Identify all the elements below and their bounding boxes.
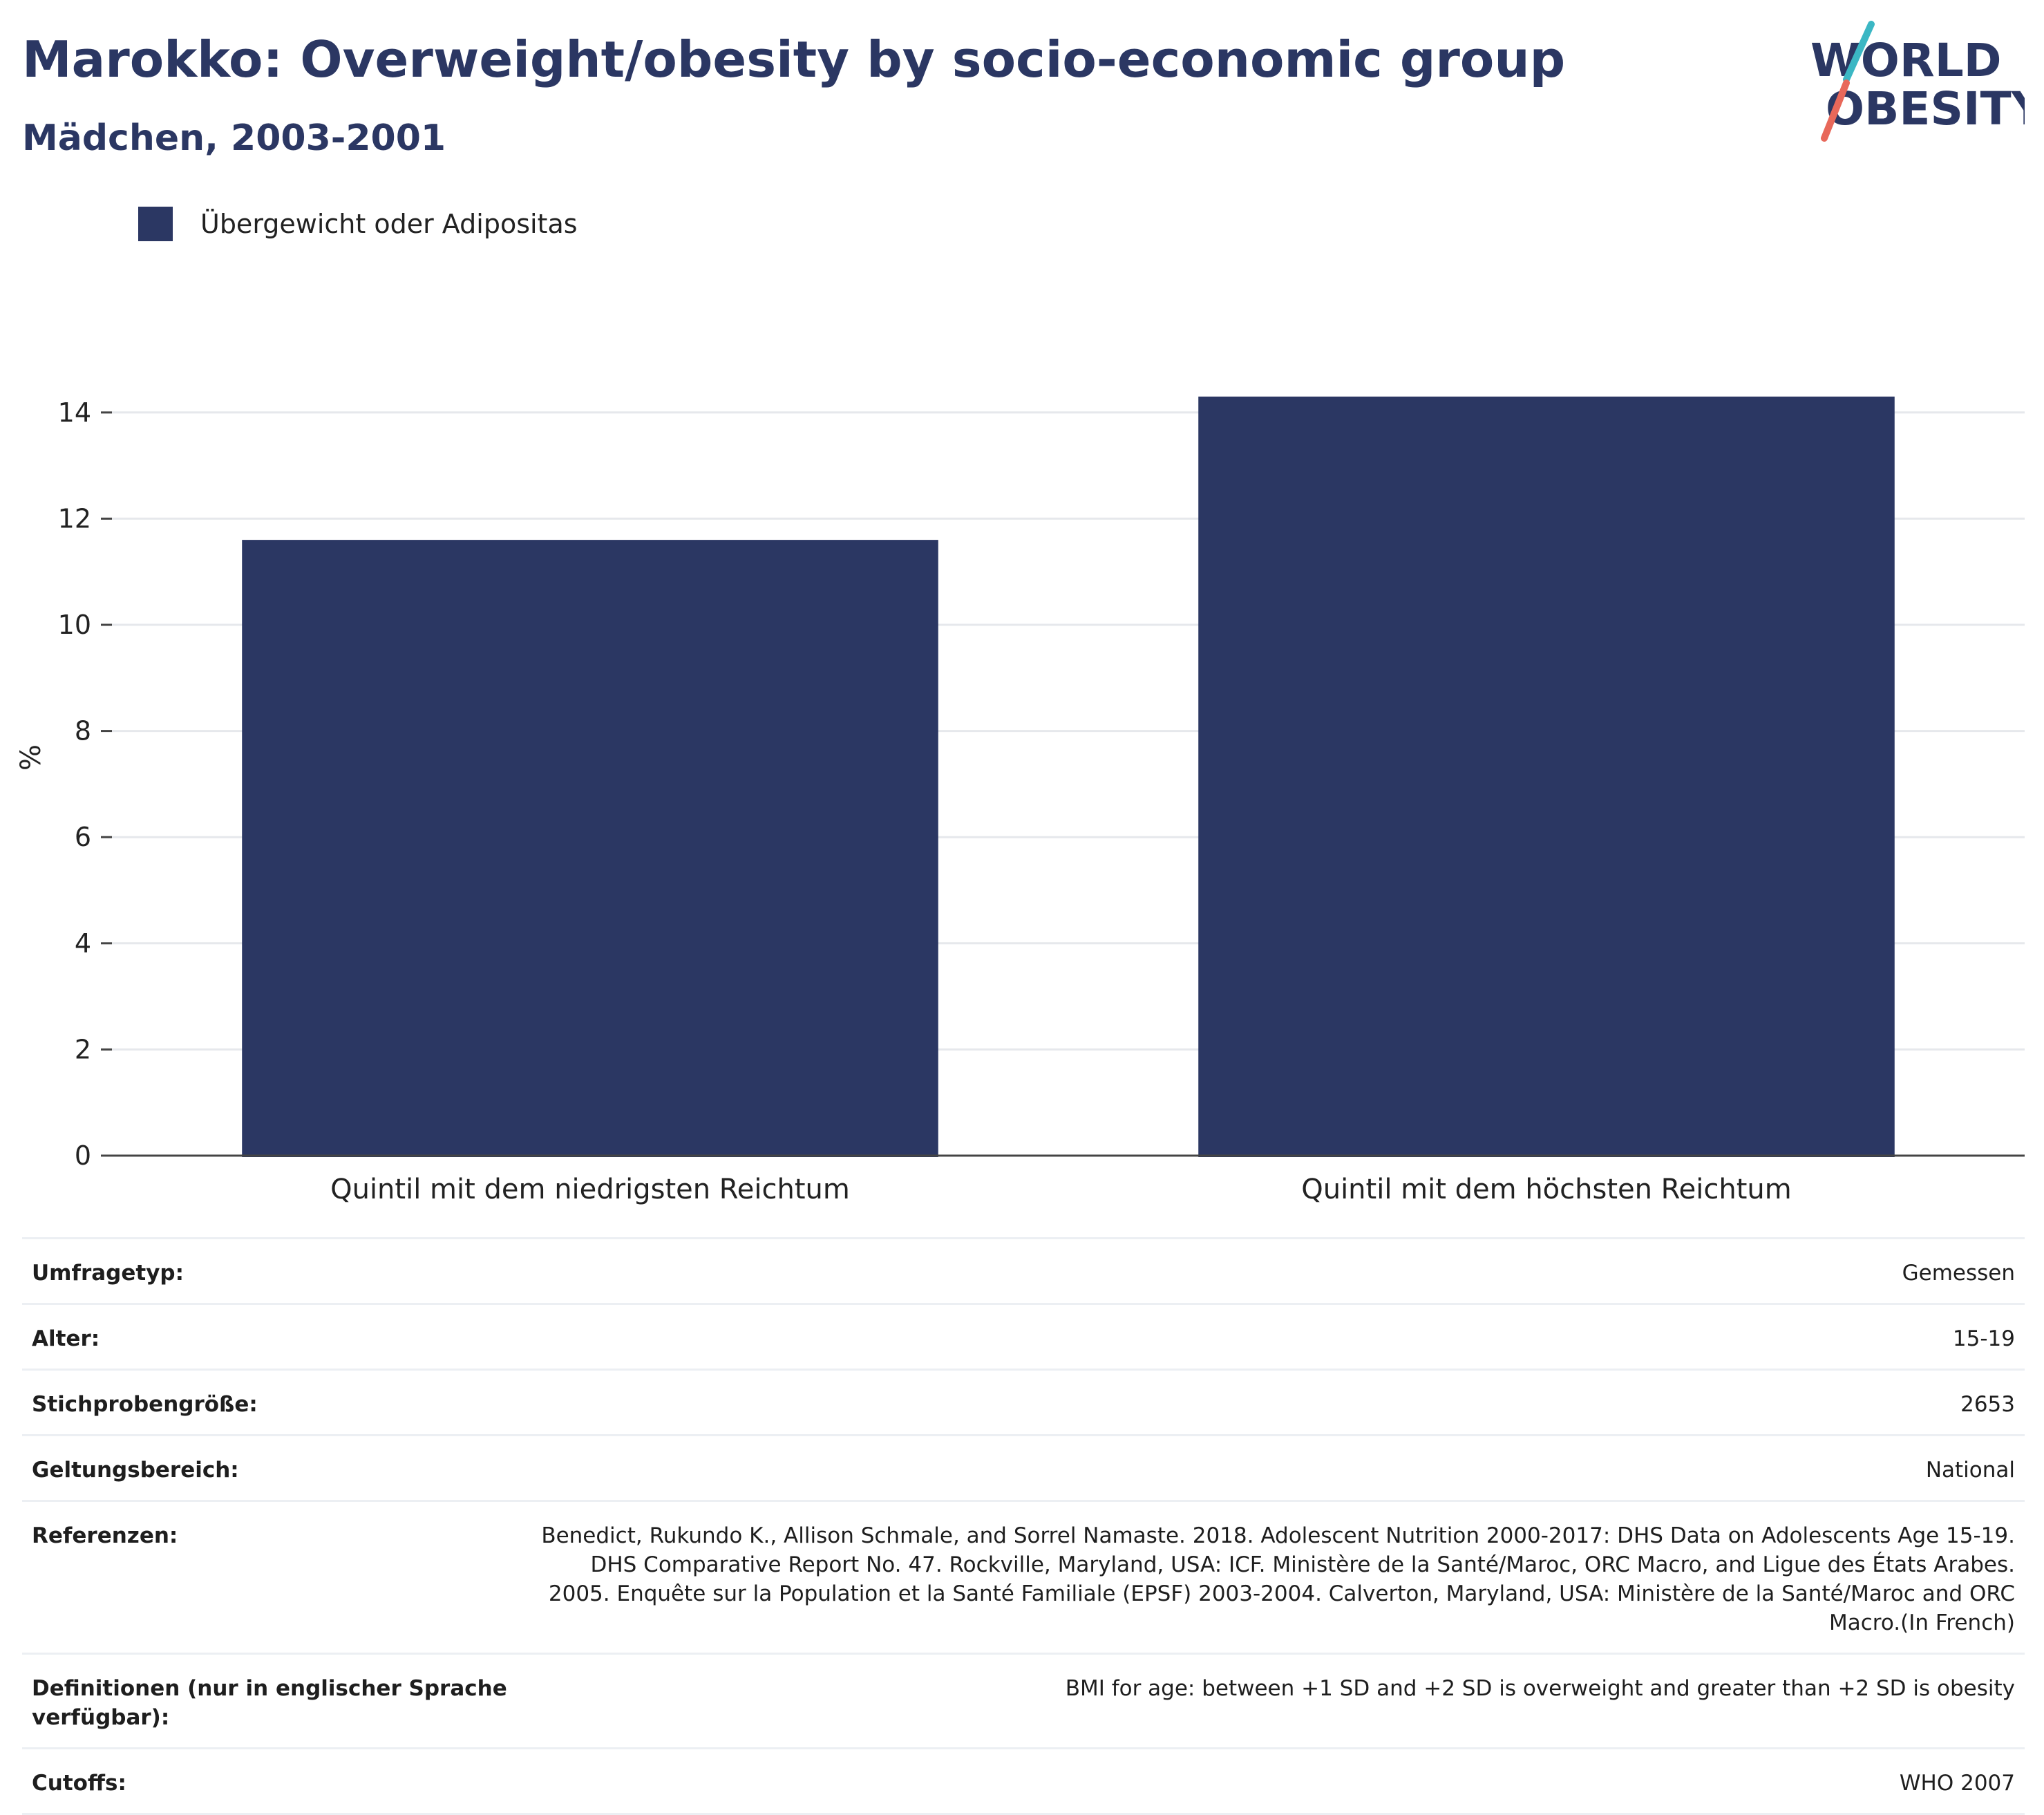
world-obesity-logo[interactable]: WORLD OBESITY bbox=[1810, 21, 2044, 145]
metadata-table: Umfragetyp: Gemessen Alter: 15-19 Stichprobe… bbox=[22, 1237, 2025, 1815]
bars bbox=[242, 396, 1895, 1157]
y-axis-title: % bbox=[15, 744, 47, 771]
x-category-label: Quintil mit dem höchsten Reichtum bbox=[1301, 1174, 1792, 1205]
metadata-value: WHO 2007 bbox=[1899, 1771, 2015, 1796]
y-tick-label: 12 bbox=[58, 503, 91, 534]
y-tick-label: 10 bbox=[58, 610, 91, 640]
bar-chart: 0 2 4 6 8 10 12 14 Quintil mit dem niedrigsten … bbox=[15, 396, 2025, 1205]
x-category-label: Quintil mit dem niedrigsten Reichtum bbox=[330, 1174, 850, 1205]
y-tick-label: 4 bbox=[75, 928, 91, 959]
y-axis-ticks: 0 2 4 6 8 10 12 14 bbox=[58, 397, 112, 1171]
metadata-row: Umfragetyp: Gemessen bbox=[22, 1239, 2025, 1305]
metadata-value: 15-19 bbox=[1952, 1326, 2015, 1351]
metadata-label: Geltungsbereich: bbox=[32, 1458, 239, 1483]
y-tick-label: 6 bbox=[75, 822, 91, 852]
metadata-value: BMI for age: between +1 SD and +2 SD is … bbox=[1065, 1676, 2015, 1701]
metadata-value: National bbox=[1925, 1458, 2015, 1483]
metadata-row: Geltungsbereich: National bbox=[22, 1436, 2025, 1502]
chart-subtitle: Mädchen, 2003-2001 bbox=[22, 117, 446, 159]
y-tick-label: 0 bbox=[75, 1140, 91, 1171]
metadata-row: Alter: 15-19 bbox=[22, 1305, 2025, 1371]
metadata-value: 2653 bbox=[1960, 1392, 2015, 1417]
y-tick-label: 8 bbox=[75, 716, 91, 746]
metadata-label: Stichprobengröße: bbox=[32, 1392, 258, 1417]
chart-title: Marokko: Overweight/obesity by socio-eco… bbox=[22, 30, 1566, 88]
y-tick-label: 14 bbox=[58, 397, 91, 428]
metadata-row: Cutoffs: WHO 2007 bbox=[22, 1749, 2025, 1815]
bar[interactable] bbox=[1198, 396, 1895, 1157]
metadata-label: Umfragetyp: bbox=[32, 1261, 184, 1286]
metadata-row: Definitionen (nur in englischer Sprache … bbox=[22, 1655, 2025, 1749]
legend-swatch bbox=[138, 207, 173, 241]
logo-slash-top bbox=[1843, 21, 1875, 83]
metadata-rows: Umfragetyp: Gemessen Alter: 15-19 Stichprobe… bbox=[22, 1239, 2025, 1815]
logo-slash-bottom bbox=[1821, 79, 1850, 142]
metadata-label: Alter: bbox=[32, 1326, 100, 1351]
metadata-value: Benedict, Rukundo K., Allison Schmale, a… bbox=[541, 1523, 2015, 1635]
legend-label: Übergewicht oder Adipositas bbox=[200, 209, 578, 239]
bar[interactable] bbox=[242, 540, 938, 1157]
metadata-label: Referenzen: bbox=[32, 1523, 178, 1548]
y-tick-label: 2 bbox=[75, 1034, 91, 1064]
metadata-value: Gemessen bbox=[1902, 1261, 2015, 1286]
metadata-row: Referenzen: Benedict, Rukundo K., Allison… bbox=[22, 1502, 2025, 1655]
legend[interactable]: Übergewicht oder Adipositas bbox=[138, 206, 578, 242]
logo-line1: WORLD bbox=[1810, 34, 2002, 87]
world-obesity-logo-graphic: WORLD OBESITY bbox=[1810, 21, 2044, 142]
x-axis-labels: Quintil mit dem niedrigsten Reichtum Quin… bbox=[330, 1174, 1792, 1205]
metadata-row: Stichprobengröße: 2653 bbox=[22, 1371, 2025, 1436]
logo-line2: OBESITY bbox=[1826, 82, 2025, 135]
metadata-label: Cutoffs: bbox=[32, 1771, 126, 1796]
metadata-label: Definitionen (nur in englischer Sprache … bbox=[32, 1676, 507, 1730]
